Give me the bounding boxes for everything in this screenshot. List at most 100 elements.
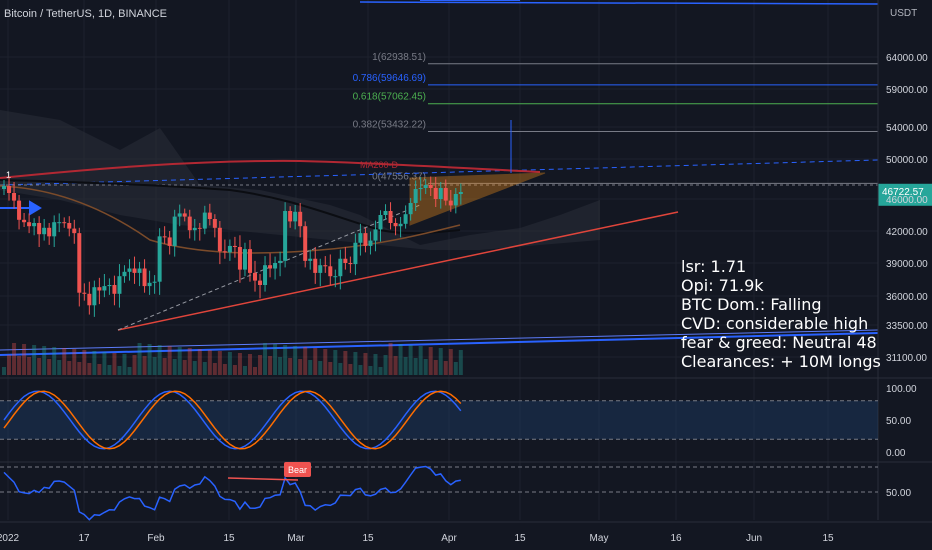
price-tick-label: 64000.00 bbox=[886, 53, 928, 64]
time-tick-label: May bbox=[590, 533, 609, 544]
volume-bar bbox=[132, 355, 137, 375]
candle-body bbox=[232, 245, 237, 247]
channel-line-2 bbox=[0, 329, 879, 351]
price-tick-label: 50000.00 bbox=[886, 155, 928, 166]
candle-body bbox=[408, 203, 413, 215]
candle-body bbox=[162, 236, 167, 238]
volume-bar bbox=[177, 347, 182, 375]
volume-bar bbox=[458, 350, 463, 375]
ma-black-line bbox=[0, 179, 461, 235]
candle-body bbox=[92, 287, 97, 306]
candle-body bbox=[413, 189, 418, 203]
candle-body bbox=[247, 249, 252, 273]
ma200-line bbox=[0, 159, 541, 179]
volume-bar bbox=[57, 360, 62, 375]
candle-body bbox=[212, 219, 217, 228]
time-tick-label: 16 bbox=[670, 533, 682, 544]
fib-label: 1(62938.51) bbox=[372, 52, 426, 63]
candle-body bbox=[42, 227, 47, 235]
candle-body bbox=[318, 265, 323, 273]
volume-bar bbox=[388, 343, 393, 375]
volume-bar bbox=[368, 366, 373, 375]
volume-bar bbox=[37, 358, 42, 375]
volume-bar bbox=[112, 353, 117, 375]
note-cvd: CVD: considerable high bbox=[681, 314, 869, 333]
candle-body bbox=[47, 227, 52, 237]
volume-bar bbox=[438, 348, 443, 375]
candle-body bbox=[107, 285, 112, 287]
price-tick-label: 31100.00 bbox=[886, 353, 927, 364]
cloud-band bbox=[0, 110, 600, 250]
candle-body bbox=[12, 193, 17, 201]
candle-body bbox=[17, 200, 22, 220]
note-opi: Opi: 71.9k bbox=[681, 276, 764, 295]
candle-body bbox=[2, 186, 6, 189]
candle-body bbox=[403, 214, 408, 224]
support-trendline bbox=[117, 211, 679, 331]
candle-body bbox=[82, 292, 87, 294]
volume-bar bbox=[413, 358, 418, 375]
time-tick-label: 15 bbox=[362, 533, 374, 544]
candle-body bbox=[147, 282, 152, 287]
candle-body bbox=[167, 237, 172, 246]
volume-bar bbox=[393, 356, 398, 375]
volume-bar bbox=[408, 345, 413, 375]
volume-bar bbox=[443, 361, 448, 375]
volume-bar bbox=[87, 363, 92, 375]
volume-bar bbox=[278, 357, 283, 375]
candle-body bbox=[358, 233, 363, 243]
ma200-label: MA200-D bbox=[360, 160, 399, 170]
volume-bar bbox=[212, 363, 217, 375]
fib-label: 0(47556.37) bbox=[372, 171, 426, 182]
volume-bar bbox=[17, 356, 22, 375]
volume-bar bbox=[142, 356, 147, 375]
time-tick-label: 15 bbox=[223, 533, 235, 544]
volume-bar bbox=[2, 367, 6, 375]
candle-body bbox=[112, 285, 117, 294]
volume-bar bbox=[343, 351, 348, 375]
volume-bar bbox=[323, 349, 328, 375]
volume-bar bbox=[207, 350, 212, 375]
candles bbox=[2, 176, 463, 375]
stoch-tick-label: 100.00 bbox=[886, 384, 917, 395]
volume-bar bbox=[167, 346, 172, 375]
volume-bar bbox=[32, 345, 37, 375]
volume-bar bbox=[192, 361, 197, 375]
note-clearances: Clearances: + 10M longs bbox=[681, 352, 881, 371]
volume-bar bbox=[378, 367, 383, 375]
volume-bar bbox=[62, 348, 67, 375]
volume-bar bbox=[152, 357, 157, 375]
volume-bar bbox=[137, 343, 142, 375]
volume-bar bbox=[127, 367, 132, 375]
time-tick-label: Jun bbox=[746, 533, 762, 544]
fib-label: 0.786(59646.69) bbox=[353, 73, 426, 84]
candle-body bbox=[152, 281, 157, 283]
candle-body bbox=[22, 219, 27, 223]
volume-bar bbox=[27, 357, 32, 375]
volume-bar bbox=[373, 354, 378, 375]
candle-body bbox=[37, 223, 42, 235]
bear-label-box bbox=[284, 462, 311, 477]
candle-body bbox=[242, 249, 247, 270]
candle-body bbox=[237, 247, 242, 270]
candle-body bbox=[458, 192, 463, 194]
candle-body bbox=[172, 216, 177, 246]
volume-bar bbox=[448, 349, 453, 375]
candle-body bbox=[253, 272, 257, 281]
candle-body bbox=[438, 188, 443, 199]
candle-body bbox=[142, 268, 147, 287]
volume-bar bbox=[298, 359, 303, 375]
candle-body bbox=[263, 265, 268, 285]
bear-divergence-line bbox=[227, 477, 299, 481]
volume-bar bbox=[202, 362, 207, 375]
price-tag bbox=[878, 183, 932, 206]
candle-body bbox=[182, 213, 187, 217]
candle-body bbox=[97, 287, 102, 291]
candle-body bbox=[122, 271, 127, 277]
volume-bar bbox=[72, 349, 77, 375]
marker-label: 1 bbox=[6, 170, 11, 180]
candle-body bbox=[363, 233, 368, 246]
candle-body bbox=[418, 188, 423, 189]
candle-body bbox=[303, 226, 308, 261]
